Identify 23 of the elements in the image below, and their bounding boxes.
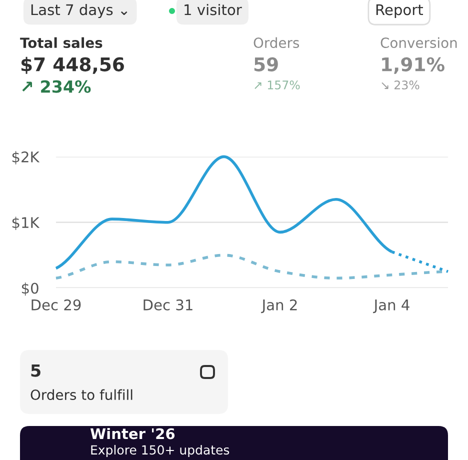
x-tick-label: Dec 29	[32, 299, 81, 310]
text: Orders	[254, 37, 300, 48]
text: Explore 150+ updates	[91, 444, 230, 458]
text: 59	[254, 57, 278, 72]
text: Total sales	[20, 37, 102, 48]
y-tick-label: $2K	[12, 151, 40, 164]
text: Conversion	[380, 37, 457, 48]
y-tick-label: $0	[22, 282, 38, 296]
text: Orders to fulfill	[30, 389, 132, 400]
text: Last 7 days ⌄	[31, 4, 128, 18]
x-tick-label: Jan 2	[261, 299, 297, 314]
text: 1 visitor	[184, 4, 242, 16]
text: ↗ 157%	[254, 80, 300, 90]
text: $7 448,56	[21, 56, 124, 74]
text: Winter '26	[90, 428, 175, 440]
text: ↗ 234%	[22, 80, 91, 93]
y-tick-label: $1K	[12, 216, 40, 230]
x-tick-label: Dec 31	[144, 299, 192, 310]
text: 5	[31, 364, 40, 377]
text: ↘ 23%	[382, 80, 420, 90]
text: 1,91%	[382, 57, 444, 74]
x-tick-label: Jan 4	[373, 300, 410, 314]
text: Report	[376, 4, 423, 18]
